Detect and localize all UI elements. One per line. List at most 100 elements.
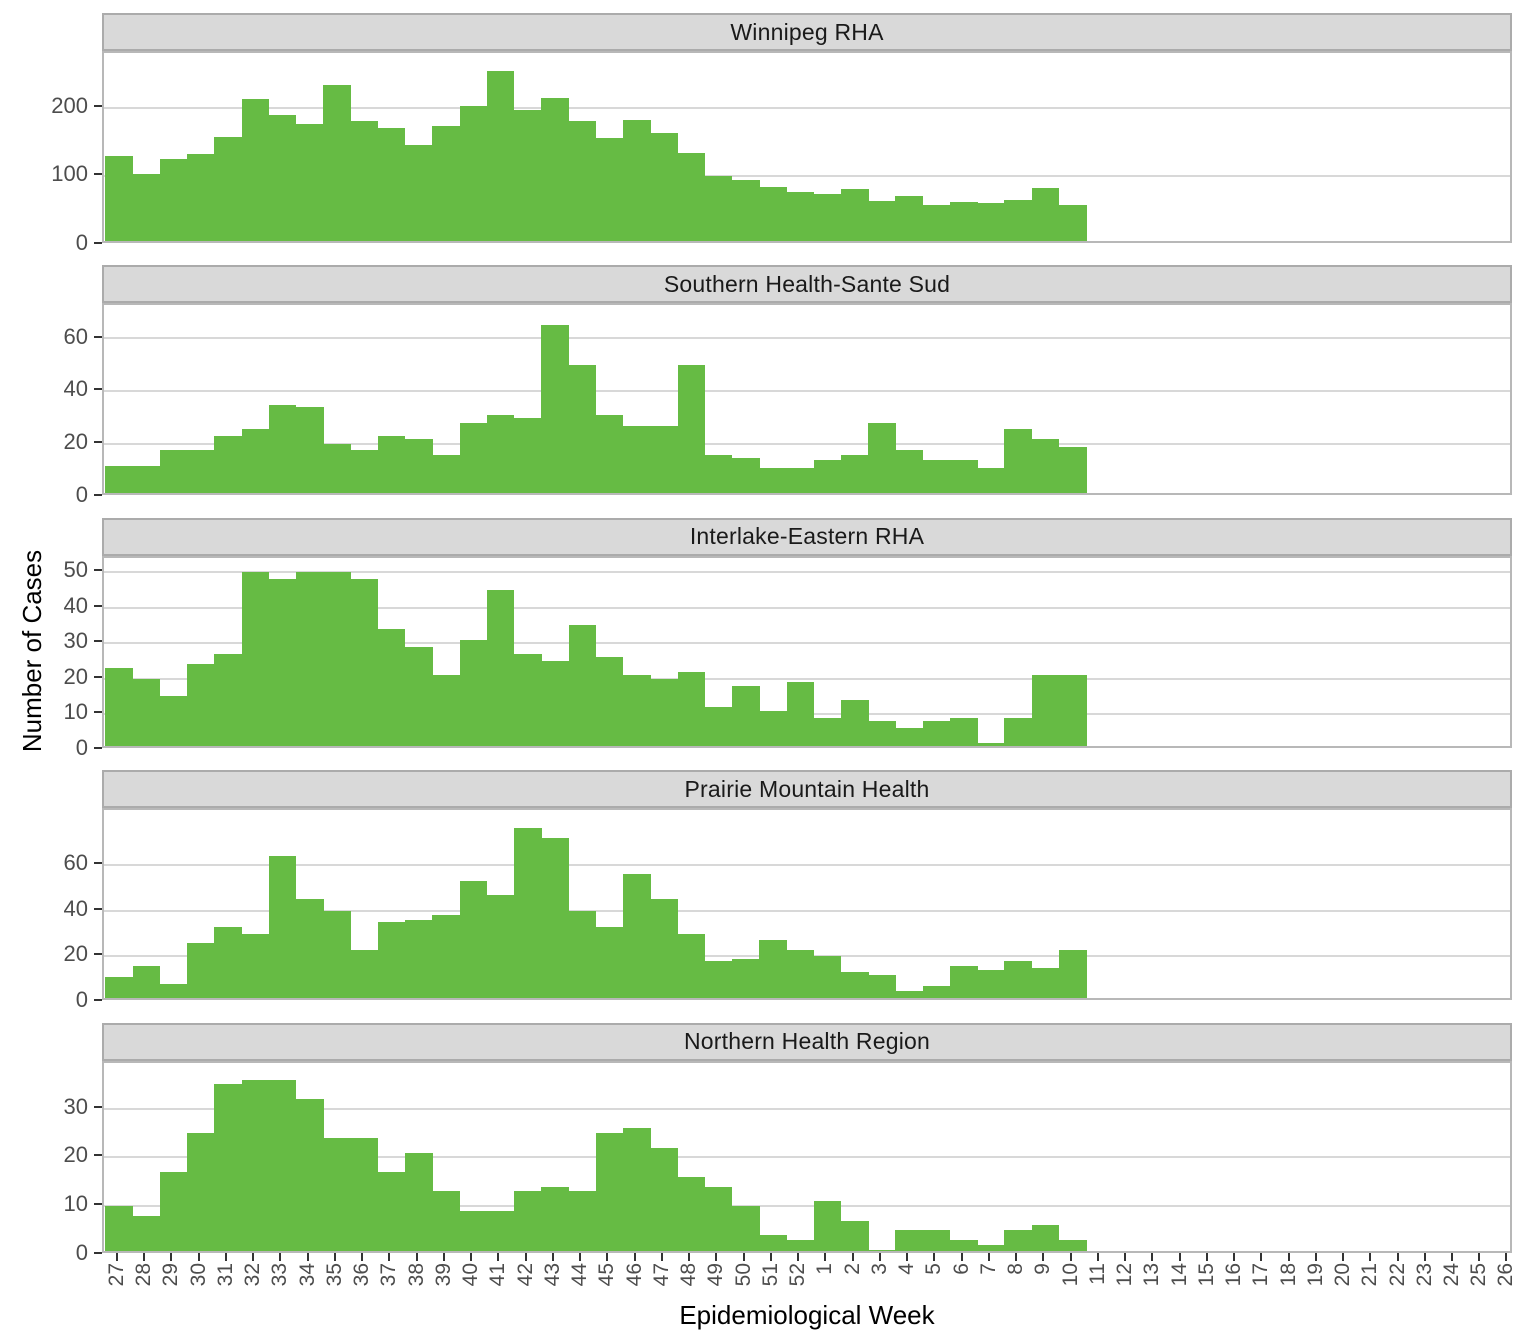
y-axis-tick (94, 441, 102, 444)
bar (759, 710, 787, 746)
bar (786, 468, 815, 494)
bar (268, 579, 297, 746)
bar (977, 1244, 1005, 1251)
bar (296, 899, 324, 999)
bar (922, 986, 951, 999)
plot-panel (102, 51, 1512, 243)
bar (241, 933, 270, 999)
bar (541, 660, 569, 746)
bar (1058, 205, 1087, 241)
x-axis-tick-label: 38 (404, 1262, 428, 1286)
x-axis-tick-label: 4 (895, 1262, 919, 1275)
x-axis-tick (1505, 1252, 1508, 1261)
x-axis-tick-label: 18 (1276, 1262, 1300, 1286)
y-axis-tick (94, 1202, 102, 1205)
x-axis-tick-label: 35 (322, 1262, 346, 1286)
x-axis-tick-label: 24 (1440, 1262, 1463, 1286)
y-axis-tick (94, 1251, 102, 1254)
bar (650, 899, 678, 999)
bar (405, 1152, 433, 1251)
bar (486, 70, 515, 241)
bar (922, 721, 951, 746)
x-axis-tick-label: 9 (1031, 1262, 1055, 1275)
x-axis-tick-label: 29 (159, 1262, 183, 1286)
bar (214, 436, 242, 494)
bar (541, 97, 569, 241)
bar (187, 942, 215, 999)
bar (677, 671, 706, 746)
bar (514, 417, 542, 494)
plot-panel (102, 808, 1512, 1001)
x-axis-tick (933, 1252, 936, 1261)
bar (623, 120, 651, 241)
bar (786, 949, 815, 999)
bar (105, 1205, 134, 1251)
bar (1058, 1240, 1087, 1251)
bar (1058, 675, 1087, 746)
y-gridline (104, 337, 1510, 340)
facet-title: Northern Health Region (683, 1028, 931, 1055)
bar (813, 460, 842, 494)
bar (732, 685, 760, 746)
bar (786, 192, 815, 241)
x-axis-tick (824, 1252, 827, 1261)
facet-title: Interlake-Eastern RHA (689, 523, 925, 550)
y-axis-tick-label: 20 (63, 429, 88, 455)
x-axis-tick (1151, 1252, 1154, 1261)
x-axis-tick-label: 51 (758, 1262, 782, 1286)
x-axis-tick-label: 11 (1085, 1262, 1109, 1285)
bar (159, 983, 188, 999)
y-axis-tick (94, 173, 102, 176)
bar (1031, 967, 1060, 999)
bar (541, 325, 569, 494)
bar (1004, 717, 1033, 746)
bar (296, 124, 324, 241)
bar (214, 136, 242, 241)
bar (977, 742, 1005, 746)
bar (977, 468, 1005, 494)
y-axis-tick-label: 0 (75, 1239, 88, 1265)
x-axis-tick (524, 1252, 527, 1261)
bar (704, 1186, 733, 1251)
bar (459, 423, 488, 494)
x-axis-tick (224, 1252, 227, 1261)
bar (895, 1230, 924, 1251)
x-axis-tick-label: 20 (1331, 1262, 1355, 1286)
x-axis-tick (688, 1252, 691, 1261)
x-axis-tick-label: 1 (813, 1262, 837, 1275)
bar (187, 1133, 215, 1251)
x-axis-tick (1178, 1252, 1181, 1261)
bar (949, 965, 978, 999)
y-axis-tick-label: 0 (75, 987, 88, 1013)
bar (241, 572, 270, 746)
x-axis-tick (1069, 1252, 1072, 1261)
y-axis-tick (94, 711, 102, 714)
bar (405, 646, 433, 746)
bar (268, 114, 297, 241)
x-axis-tick (960, 1252, 963, 1261)
y-axis-tick-label: 0 (75, 230, 88, 255)
bar (650, 133, 678, 241)
bar (105, 465, 134, 494)
x-axis-tick (442, 1252, 445, 1261)
bar (405, 919, 433, 999)
bar (650, 678, 678, 746)
bar (1004, 200, 1033, 241)
bar (623, 425, 651, 494)
bar (813, 717, 842, 746)
y-axis-tick-label: 10 (63, 1190, 88, 1216)
bar (541, 837, 569, 999)
facet-strip: Prairie Mountain Health (102, 770, 1512, 809)
bar (459, 105, 488, 241)
x-axis-tick (116, 1252, 118, 1261)
bar (977, 970, 1005, 999)
bar (568, 1191, 597, 1251)
bar (977, 203, 1005, 241)
bar (568, 364, 597, 494)
bar (568, 120, 597, 241)
bar (623, 1128, 651, 1251)
bar (296, 407, 324, 494)
y-axis-tick-label: 60 (63, 850, 88, 876)
y-axis-tick (94, 242, 102, 244)
y-axis-tick-label: 0 (75, 482, 88, 508)
